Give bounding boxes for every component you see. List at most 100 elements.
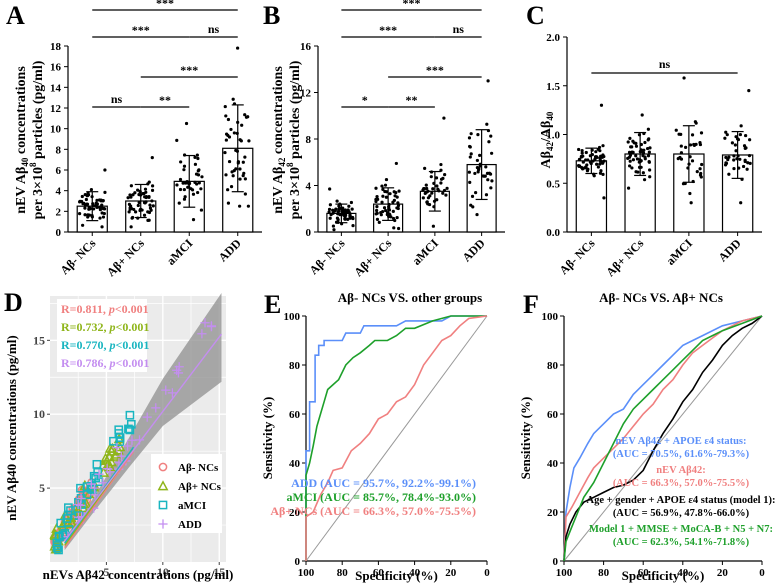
x-tick-label: 0 bbox=[759, 567, 765, 579]
data-point bbox=[435, 184, 439, 188]
correlation-p-value: <0.001 bbox=[116, 356, 150, 370]
y-tick-label: 14 bbox=[50, 82, 62, 94]
data-point bbox=[468, 180, 472, 184]
legend-label-line1: nEV Aβ42 + APOE ε4 status: bbox=[615, 436, 746, 447]
data-point bbox=[87, 205, 91, 210]
data-point bbox=[128, 193, 132, 197]
panel-letter: E bbox=[264, 290, 281, 319]
data-point bbox=[743, 146, 747, 150]
data-point bbox=[241, 160, 245, 164]
data-point bbox=[150, 188, 155, 192]
y-axis-label-line1: nEV Aβ42 concentrations bbox=[271, 66, 287, 214]
data-point bbox=[384, 177, 389, 182]
data-point bbox=[95, 198, 99, 202]
panel-f: F Aβ- NCs VS. Aβ+ NCs 0 20 40 60 80 100 100 80 60 4… bbox=[518, 290, 775, 583]
label-superscript: 8 bbox=[28, 162, 38, 167]
data-point bbox=[392, 190, 396, 194]
data-point bbox=[646, 154, 651, 158]
data-point bbox=[445, 186, 449, 190]
data-point bbox=[694, 121, 698, 125]
significance-label: *** bbox=[180, 63, 198, 77]
data-point bbox=[81, 223, 85, 227]
data-point bbox=[328, 216, 332, 220]
x-tick-label: 0 bbox=[484, 567, 490, 579]
label-subscript: 42 bbox=[545, 141, 555, 151]
data-point bbox=[381, 194, 385, 198]
data-point bbox=[648, 168, 652, 172]
data-point bbox=[726, 158, 730, 162]
significance-label: *** bbox=[156, 0, 174, 10]
label-part: Aβ bbox=[539, 151, 554, 169]
x-axis-label: Specificity (%) bbox=[622, 568, 705, 583]
data-point bbox=[643, 140, 647, 145]
data-point bbox=[229, 127, 233, 132]
data-point bbox=[223, 104, 227, 109]
scatter-point bbox=[106, 445, 118, 456]
data-point bbox=[477, 167, 481, 171]
data-point bbox=[226, 188, 230, 192]
data-point bbox=[335, 199, 339, 203]
x-tick-label: 100 bbox=[556, 567, 573, 579]
data-point bbox=[332, 228, 336, 232]
data-point bbox=[98, 208, 103, 212]
data-point bbox=[226, 117, 231, 122]
data-point bbox=[635, 157, 640, 161]
x-tick-label: Aβ+ NCs bbox=[603, 236, 646, 279]
data-point bbox=[489, 134, 493, 138]
data-point bbox=[193, 155, 197, 160]
data-point bbox=[380, 200, 384, 204]
y-tick-label: 60 bbox=[289, 409, 301, 421]
data-point bbox=[627, 150, 632, 154]
y-tick-label: 40 bbox=[547, 458, 559, 470]
data-point bbox=[597, 145, 602, 150]
data-point bbox=[85, 202, 90, 206]
data-point bbox=[431, 187, 435, 191]
legend-label-line2: (AUC = 66.3%, 57.0%-75.5%) bbox=[613, 478, 750, 489]
data-point bbox=[490, 151, 494, 155]
data-point bbox=[234, 167, 238, 171]
panel-letter: B bbox=[263, 1, 280, 30]
data-point bbox=[343, 217, 347, 221]
data-point bbox=[182, 168, 186, 172]
data-point bbox=[396, 203, 401, 208]
legend-label-line2: (AUC = 70.5%, 61.6%-79.3%) bbox=[613, 449, 750, 460]
data-point bbox=[442, 188, 447, 193]
legend-marker bbox=[158, 500, 168, 510]
data-point bbox=[142, 201, 147, 205]
data-point bbox=[150, 199, 154, 203]
data-point bbox=[427, 202, 432, 207]
data-point bbox=[200, 175, 204, 179]
data-point bbox=[374, 212, 378, 216]
legend-label-line1: Model 1 + MMSE + MoCA-B + N5 + N7: bbox=[589, 524, 773, 535]
scatter-point bbox=[200, 318, 210, 328]
data-point bbox=[469, 152, 473, 156]
y-tick-label: 60 bbox=[547, 409, 559, 421]
data-point bbox=[679, 144, 683, 148]
data-point bbox=[375, 208, 379, 213]
correlation-p-value: <0.001 bbox=[115, 302, 149, 316]
data-point bbox=[681, 182, 686, 186]
scatter-point bbox=[102, 464, 112, 474]
data-point bbox=[421, 196, 425, 200]
data-point bbox=[679, 151, 684, 155]
data-point bbox=[78, 212, 82, 216]
data-point bbox=[182, 197, 187, 201]
x-tick-label: aMCI bbox=[409, 236, 441, 268]
data-point bbox=[581, 167, 585, 171]
data-point bbox=[175, 138, 179, 142]
correlation-label: R=0.732, p<0.001 bbox=[61, 320, 149, 334]
data-point bbox=[238, 138, 242, 142]
data-point bbox=[131, 215, 135, 220]
y-tick-label: 10 bbox=[33, 407, 45, 421]
data-point bbox=[486, 178, 490, 182]
y-tick-label: 100 bbox=[284, 311, 301, 323]
data-point bbox=[444, 193, 448, 197]
data-point bbox=[490, 179, 494, 183]
data-point bbox=[224, 138, 228, 142]
x-tick-label: 60 bbox=[638, 567, 650, 579]
data-point bbox=[147, 195, 151, 199]
panel-letter: C bbox=[526, 1, 545, 30]
data-point bbox=[744, 133, 748, 138]
data-point bbox=[178, 177, 183, 182]
